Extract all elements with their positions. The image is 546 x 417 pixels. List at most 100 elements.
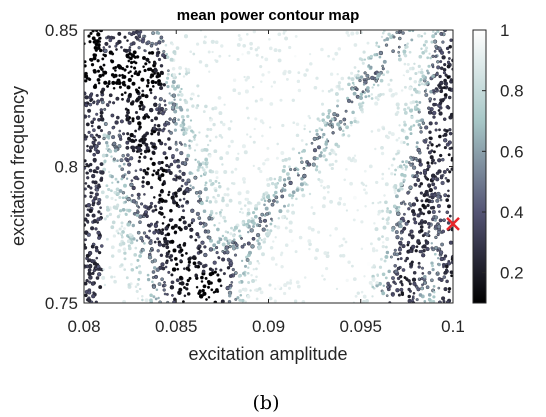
contour-speck bbox=[367, 94, 371, 98]
contour-speck bbox=[321, 204, 326, 209]
contour-speck bbox=[117, 249, 122, 253]
contour-speck bbox=[375, 41, 378, 45]
contour-speck bbox=[86, 203, 91, 208]
contour-speck bbox=[400, 128, 405, 133]
contour-speck bbox=[317, 135, 321, 140]
contour-speck bbox=[274, 195, 279, 200]
contour-speck bbox=[413, 80, 417, 84]
contour-speck bbox=[442, 275, 447, 279]
contour-speck bbox=[211, 170, 215, 174]
contour-speck bbox=[165, 292, 169, 296]
contour-speck bbox=[92, 169, 97, 174]
contour-speck bbox=[290, 239, 294, 243]
contour-speck bbox=[407, 249, 410, 253]
contour-speck bbox=[433, 252, 437, 256]
contour-speck bbox=[413, 175, 416, 179]
contour-speck bbox=[314, 256, 318, 260]
contour-speck bbox=[180, 281, 185, 286]
contour-speck bbox=[202, 209, 207, 213]
contour-speck bbox=[374, 96, 378, 100]
contour-speck bbox=[184, 131, 188, 135]
contour-speck bbox=[300, 188, 304, 192]
contour-speck bbox=[376, 128, 381, 132]
contour-speck bbox=[386, 70, 390, 74]
contour-speck bbox=[195, 143, 199, 147]
contour-speck bbox=[216, 290, 220, 293]
contour-speck bbox=[84, 293, 88, 298]
contour-speck bbox=[338, 197, 343, 201]
contour-speck bbox=[100, 67, 104, 71]
contour-speck bbox=[149, 107, 154, 113]
contour-speck bbox=[414, 71, 418, 76]
contour-speck bbox=[245, 64, 250, 69]
contour-speck bbox=[230, 281, 234, 284]
contour-speck bbox=[255, 275, 258, 279]
contour-speck bbox=[97, 201, 101, 205]
contour-speck bbox=[436, 271, 440, 275]
contour-speck bbox=[154, 42, 158, 46]
contour-speck bbox=[125, 140, 130, 145]
contour-speck bbox=[312, 156, 317, 161]
x-tick-label: 0.09 bbox=[252, 317, 285, 336]
contour-speck bbox=[156, 237, 160, 241]
contour-speck bbox=[157, 57, 162, 62]
contour-speck bbox=[394, 230, 399, 235]
contour-speck bbox=[411, 296, 415, 300]
contour-speck bbox=[252, 30, 256, 34]
contour-speck bbox=[214, 189, 218, 193]
contour-speck bbox=[351, 81, 355, 85]
contour-speck bbox=[208, 93, 213, 97]
contour-speck bbox=[231, 268, 235, 272]
contour-speck bbox=[350, 100, 354, 104]
contour-speck bbox=[149, 44, 154, 48]
contour-speck bbox=[159, 35, 164, 40]
contour-speck bbox=[167, 190, 171, 194]
contour-speck bbox=[228, 198, 233, 203]
contour-speck bbox=[173, 117, 177, 120]
contour-speck bbox=[439, 198, 443, 202]
contour-speck bbox=[327, 109, 332, 113]
contour-speck bbox=[127, 71, 130, 75]
contour-speck bbox=[356, 209, 359, 212]
contour-speck bbox=[192, 135, 196, 139]
contour-speck bbox=[438, 74, 442, 79]
contour-speck bbox=[318, 153, 323, 158]
contour-speck bbox=[92, 269, 96, 273]
contour-speck bbox=[167, 270, 171, 274]
contour-speck bbox=[405, 69, 410, 74]
contour-speck bbox=[127, 77, 132, 83]
contour-speck bbox=[437, 46, 442, 51]
contour-speck bbox=[198, 190, 203, 195]
contour-speck bbox=[384, 182, 389, 187]
contour-speck bbox=[431, 54, 435, 58]
contour-speck bbox=[426, 56, 430, 60]
contour-speck bbox=[223, 193, 227, 197]
contour-speck bbox=[165, 120, 169, 125]
contour-speck bbox=[165, 52, 168, 56]
contour-speck bbox=[369, 65, 373, 69]
contour-speck bbox=[157, 31, 161, 35]
contour-speck bbox=[200, 201, 204, 206]
contour-speck bbox=[153, 116, 159, 121]
contour-speck bbox=[391, 92, 396, 97]
contour-speck bbox=[177, 93, 180, 97]
contour-speck bbox=[170, 273, 174, 277]
contour-speck bbox=[241, 211, 244, 215]
contour-speck bbox=[117, 144, 122, 149]
contour-speck bbox=[107, 188, 111, 191]
contour-speck bbox=[338, 127, 342, 131]
contour-speck bbox=[161, 39, 165, 43]
contour-speck bbox=[88, 168, 93, 173]
contour-speck bbox=[89, 133, 94, 138]
contour-speck bbox=[93, 45, 98, 50]
contour-speck bbox=[238, 280, 242, 284]
contour-speck bbox=[347, 76, 351, 80]
contour-speck bbox=[159, 206, 163, 211]
contour-speck bbox=[158, 300, 162, 303]
contour-speck bbox=[267, 199, 271, 203]
contour-speck bbox=[394, 269, 399, 274]
contour-speck bbox=[363, 58, 366, 61]
contour-speck bbox=[147, 115, 150, 119]
contour-speck bbox=[135, 239, 139, 242]
